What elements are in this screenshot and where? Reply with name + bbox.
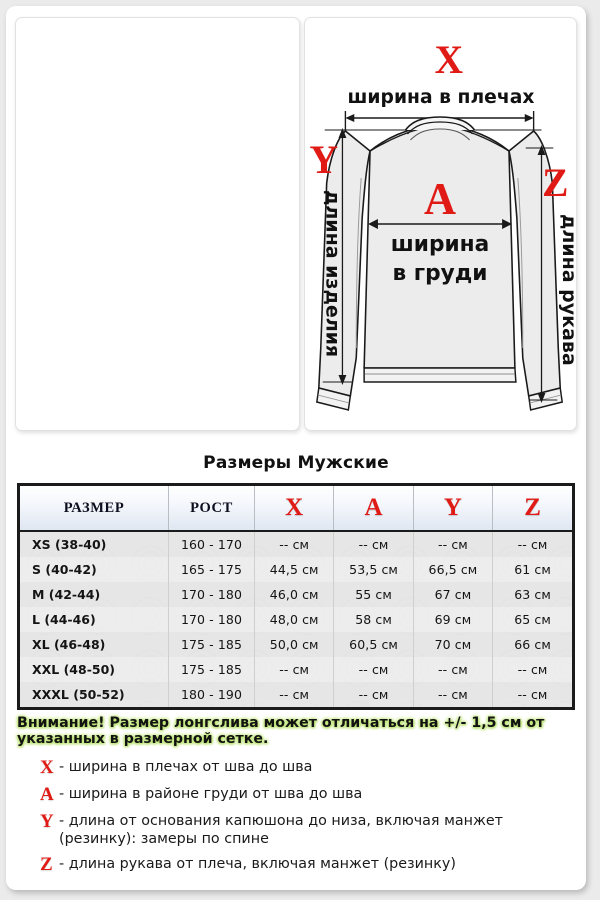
cell-a: 55 см: [333, 582, 414, 607]
z-letter: Z: [542, 161, 568, 205]
legend-item: A - ширина в районе груди от шва до шва: [40, 783, 580, 805]
header-y: Y: [413, 486, 494, 532]
cell-height: 180 - 190: [168, 682, 255, 707]
cell-a: -- см: [333, 531, 414, 557]
cell-size: S (40-42): [20, 557, 169, 582]
legend-item: X - ширина в плечах от шва до шва: [40, 758, 580, 778]
cell-y: 70 см: [413, 632, 494, 657]
y-letter: Y: [309, 138, 337, 182]
cell-size: L (44-46): [20, 607, 169, 632]
cell-a: -- см: [333, 657, 414, 682]
cell-y: -- см: [413, 531, 494, 557]
header-a: A: [333, 486, 414, 532]
table-row: XS (38-40) 160 - 170 -- см -- см -- см -- см: [20, 531, 572, 557]
cell-size: XL (46-48): [20, 632, 169, 657]
empty-left-panel: [15, 17, 300, 431]
z-dimension-arrow: [525, 145, 558, 403]
size-table: РАЗМЕР РОСТ X A Y Z XS (38-40) 160 - 170-…: [20, 486, 572, 707]
cell-x: 50,0 см: [254, 632, 335, 657]
legend-letter-z: Z: [40, 854, 53, 876]
cell-x: -- см: [254, 531, 335, 557]
y-caption: длина изделия: [322, 190, 344, 357]
table-header-row: РАЗМЕР РОСТ X A Y Z: [20, 486, 572, 532]
cell-height: 175 - 185: [168, 657, 255, 682]
sweatshirt-illustration: [315, 116, 564, 411]
table-row: S (40-42) 165 - 175 44,5 см 53,5 см 66,5 см 6…: [20, 557, 572, 582]
cell-size: XXXL (50-52): [20, 682, 169, 707]
warning-note: Внимание! Размер лонгслива может отличат…: [17, 715, 545, 748]
cell-size: M (42-44): [20, 582, 169, 607]
cell-z: -- см: [517, 687, 548, 702]
legend-description: - ширина в плечах от шва до шва: [59, 759, 313, 775]
legend-item: Y- длина от основания капюшона до низа, …: [40, 810, 580, 848]
cell-x: 48,0 см: [254, 607, 335, 632]
legend-letter-y: Y: [40, 810, 54, 832]
table-row: L (44-46) 170 - 180 48,0 см 58 см 69 см 65 см: [20, 607, 572, 632]
cell-y: 66,5 см: [413, 557, 494, 582]
cell-z: 66 см: [514, 637, 551, 652]
cell-height: 175 - 185: [168, 632, 255, 657]
cell-height: 160 - 170: [168, 531, 255, 557]
cell-y: 67 см: [413, 582, 494, 607]
garment-diagram-panel: X ширина в плечах: [304, 17, 577, 431]
cell-a: 53,5 см: [333, 557, 414, 582]
table-body: XS (38-40) 160 - 170 -- см -- см -- см -- см S…: [20, 531, 572, 707]
table-row: XXL (48-50) 175 - 185 -- см -- см -- см -- см: [20, 657, 572, 682]
size-table-wrapper: РАЗМЕР РОСТ X A Y Z XS (38-40) 160 - 170-…: [17, 483, 575, 710]
a-caption-line1: ширина: [391, 232, 489, 257]
legend-description: - длина от основания капюшона до низа, в…: [59, 812, 503, 848]
diagram-panels: X ширина в плечах: [15, 17, 577, 431]
a-caption-line2: в груди: [393, 261, 488, 286]
header-height: РОСТ: [168, 486, 255, 532]
cell-z: -- см: [517, 537, 548, 552]
cell-x: 44,5 см: [254, 557, 335, 582]
cell-z: 63 см: [514, 587, 551, 602]
a-letter: A: [424, 174, 456, 224]
cell-a: 58 см: [333, 607, 414, 632]
legend-description: - длина рукава от плеча, включая манжет …: [59, 856, 456, 873]
cell-height: 170 - 180: [168, 607, 255, 632]
table-row: XXXL (50-52) 180 - 190 -- см -- см -- см -- с…: [20, 682, 572, 707]
cell-z: 61 см: [514, 562, 551, 577]
z-caption: длина рукава: [558, 214, 576, 366]
legend-letter-a: A: [40, 783, 54, 805]
page-title: Размеры Мужские: [203, 453, 389, 473]
legend-description: - ширина в районе груди от шва до шва: [59, 785, 363, 802]
cell-size: XS (38-40): [20, 531, 169, 557]
header-z: Z: [492, 486, 572, 532]
legend-item: Z - длина рукава от плеча, включая манжет…: [40, 855, 580, 875]
header-x: X: [254, 486, 335, 532]
measurement-legend: X - ширина в плечах от шва до шва A - ширин…: [40, 758, 580, 882]
cell-y: -- см: [413, 682, 494, 707]
table-head: РАЗМЕР РОСТ X A Y Z: [20, 486, 572, 532]
garment-svg: X ширина в плечах: [309, 38, 576, 411]
a-dimension-arrow: [368, 219, 512, 229]
cell-a: 60,5 см: [333, 632, 414, 657]
y-dimension-arrow: [322, 128, 353, 385]
cell-x: -- см: [254, 682, 335, 707]
cell-x: -- см: [254, 657, 335, 682]
table-row: XL (46-48) 175 - 185 50,0 см 60,5 см 70 см 66…: [20, 632, 572, 657]
cell-a: -- см: [333, 682, 414, 707]
cell-height: 165 - 175: [168, 557, 255, 582]
cell-z: -- см: [517, 662, 548, 677]
garment-diagram: X ширина в плечах: [305, 18, 576, 430]
cell-x: 46,0 см: [254, 582, 335, 607]
x-caption: ширина в плечах: [348, 86, 535, 108]
size-chart-card: X ширина в плечах: [6, 6, 586, 890]
legend-letter-x: X: [40, 757, 54, 778]
header-size: РАЗМЕР: [20, 486, 169, 532]
x-letter: X: [435, 38, 464, 82]
cell-z: 65 см: [514, 612, 551, 627]
cell-height: 170 - 180: [168, 582, 255, 607]
cell-size: XXL (48-50): [20, 657, 169, 682]
cell-y: -- см: [413, 657, 494, 682]
cell-y: 69 см: [413, 607, 494, 632]
table-row: M (42-44) 170 - 180 46,0 см 55 см 67 см 63 см: [20, 582, 572, 607]
